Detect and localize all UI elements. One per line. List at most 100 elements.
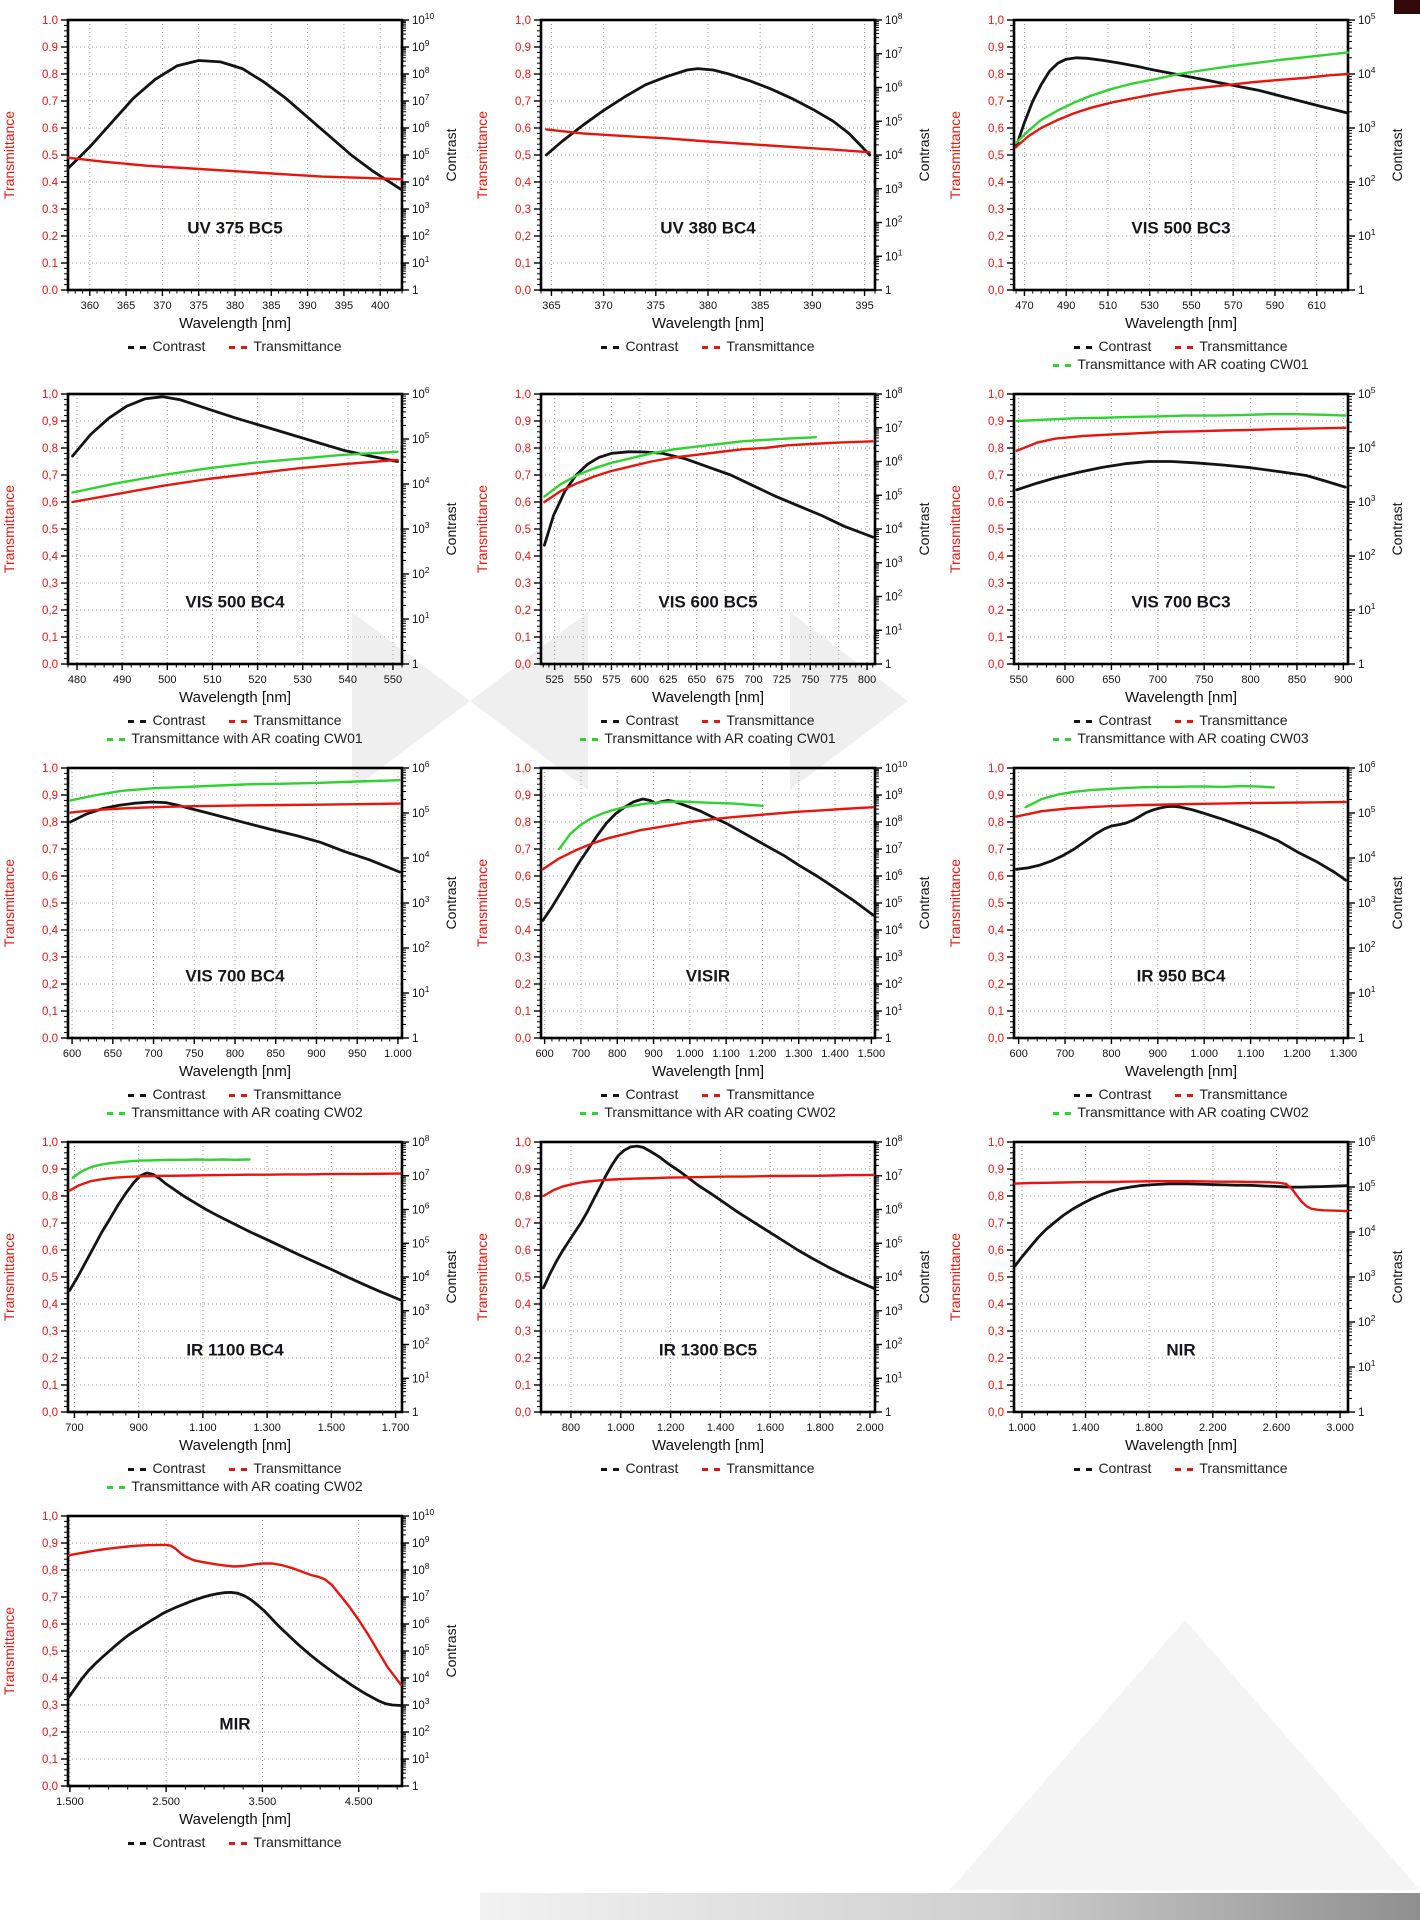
series-contrast [1015, 460, 1347, 492]
x-axis-tick-label: 590 [1266, 300, 1284, 312]
contrast-tick-label: 103 [1358, 1268, 1376, 1284]
x-axis-tick-label: 2.000 [856, 1422, 884, 1434]
legend-item-contrast: Contrast [1074, 712, 1151, 728]
legend-item-transmittance: Transmittance [229, 1834, 342, 1850]
y-axis-tick-label: 0,6 [988, 871, 1004, 883]
contrast-tick-label: 101 [885, 247, 903, 263]
legend-dash-icon [580, 737, 599, 741]
x-axis-title: Wavelength [nm] [652, 1063, 764, 1080]
chart-title: NIR [1166, 1340, 1195, 1359]
y-axis-title-right: Contrast [1389, 128, 1405, 181]
chart-title: MIR [219, 1714, 250, 1733]
plot-svg: 1,0 0,9 0,8 0,7 0,6 0,5 0,4 0,3 0,2 0,1 0,0 106 105 1… [1, 759, 459, 1060]
contrast-tick-label: 106 [412, 119, 430, 135]
y-axis-tick-label: 0,7 [42, 1592, 58, 1604]
legend-item-contrast: Contrast [128, 338, 205, 354]
x-axis-tick-label: 550 [1009, 674, 1027, 686]
y-axis-title-left: Transmittance [947, 485, 963, 573]
plot-svg: 1,0 0,9 0,8 0,7 0,6 0,5 0,4 0,3 0,2 0,1 0,0 106 105 1… [947, 759, 1405, 1060]
plot-svg: 1,0 0,9 0,8 0,7 0,6 0,5 0,4 0,3 0,2 0,1 0,0 108 107 1… [474, 1133, 932, 1434]
y-axis-title-right: Contrast [916, 1250, 932, 1303]
legend-dash-icon [601, 345, 620, 349]
y-axis-title-right: Contrast [1389, 876, 1405, 929]
chart-vis-600-bc5: 1,0 0,9 0,8 0,7 0,6 0,5 0,4 0,3 0,2 0,1 0,0 108 107 1… [473, 380, 946, 754]
y-axis-tick-label: 0,4 [42, 925, 59, 937]
y-axis-tick-label: 1,0 [515, 763, 531, 775]
legend-item-ar-coating: Transmittance with AR coating CW02 [580, 1104, 836, 1120]
x-axis-tick-label: 1.500 [858, 1048, 886, 1060]
y-axis-tick-label: 0,0 [515, 285, 531, 297]
x-axis-tick-label: 1.100 [189, 1422, 217, 1434]
chart-title: VISIR [686, 966, 730, 985]
chart-vis-500-bc3: 1,0 0,9 0,8 0,7 0,6 0,5 0,4 0,3 0,2 0,1 0,0 105 104 1… [946, 6, 1420, 380]
contrast-tick-label: 103 [885, 948, 903, 964]
chart-nir: 1,0 0,9 0,8 0,7 0,6 0,5 0,4 0,3 0,2 0,1 0,0 106 105 1… [946, 1128, 1420, 1502]
y-axis-tick-label: 0,6 [988, 123, 1004, 135]
legend-dash-icon [128, 1467, 147, 1471]
x-axis-tick-label: 900 [1149, 1048, 1167, 1060]
x-axis-tick-label: 570 [1224, 300, 1242, 312]
chart-title: VIS 500 BC4 [185, 592, 285, 611]
chart-vis-500-bc4: 1,0 0,9 0,8 0,7 0,6 0,5 0,4 0,3 0,2 0,1 0,0 106 105 1… [0, 380, 473, 754]
contrast-tick-label: 102 [1358, 1313, 1376, 1329]
y-axis-tick-label: 0,0 [42, 659, 58, 671]
series-contrast [69, 800, 402, 874]
y-axis-tick-label: 0,3 [42, 952, 58, 964]
contrast-tick-label: 107 [885, 1167, 903, 1183]
series-contrast [1014, 804, 1348, 882]
contrast-tick-label: 102 [885, 214, 903, 230]
series-ar [71, 1158, 251, 1179]
legend-item-contrast: Contrast [128, 1460, 205, 1476]
x-axis-tick-label: 700 [144, 1048, 162, 1060]
series-transmittance [1015, 800, 1347, 818]
x-axis-tick-label: 380 [699, 300, 717, 312]
y-axis-tick-label: 0,8 [42, 443, 58, 455]
contrast-tick-label: 104 [885, 921, 903, 937]
y-axis-tick-label: 0,8 [42, 1191, 58, 1203]
contrast-tick-label: 103 [1358, 894, 1376, 910]
x-axis-tick-label: 550 [384, 674, 402, 686]
y-axis-tick-label: 0,3 [515, 578, 531, 590]
y-axis-title-left: Transmittance [474, 485, 490, 573]
y-axis-tick-label: 0,1 [42, 632, 58, 644]
y-axis-tick-label: 0,5 [515, 150, 531, 162]
y-axis-tick-label: 0,1 [515, 1380, 531, 1392]
contrast-tick-label: 105 [412, 430, 430, 446]
y-axis-title-left: Transmittance [474, 111, 490, 199]
y-axis-tick-label: 0,1 [988, 632, 1004, 644]
legend-item-contrast: Contrast [128, 1086, 205, 1102]
y-axis-tick-label: 0,0 [515, 659, 531, 671]
y-axis-tick-label: 0,1 [515, 1006, 531, 1018]
legend-dash-icon [1053, 1111, 1072, 1115]
plot-svg: 1,0 0,9 0,8 0,7 0,6 0,5 0,4 0,3 0,2 0,1 0,0 1010 109… [1, 1507, 459, 1808]
legend-item-transmittance: Transmittance [1175, 1460, 1288, 1476]
x-axis-tick-label: 600 [63, 1048, 81, 1060]
legend-dash-icon [1074, 345, 1093, 349]
x-axis-title: Wavelength [nm] [179, 1437, 291, 1454]
y-axis-tick-label: 0,3 [515, 204, 531, 216]
x-axis-tick-label: 800 [562, 1422, 580, 1434]
x-axis-tick-label: 800 [226, 1048, 244, 1060]
legend-dash-icon [1175, 1093, 1194, 1097]
chart-mir: 1,0 0,9 0,8 0,7 0,6 0,5 0,4 0,3 0,2 0,1 0,0 1010 109… [0, 1502, 473, 1876]
legend: Contrast Transmittance [0, 338, 470, 354]
y-axis-tick-label: 0.8 [42, 69, 58, 81]
contrast-tick-label: 104 [412, 475, 430, 491]
y-axis-tick-label: 0,7 [988, 470, 1004, 482]
contrast-tick-label: 108 [885, 813, 903, 829]
chart-uv-375-bc5: 1.0 0.9 0.8 0.7 0.6 0.5 0.4 0.3 0.2 0.1 0.0 1010 109… [0, 6, 473, 380]
y-axis-tick-label: 0,5 [988, 1272, 1004, 1284]
x-axis-tick-label: 650 [104, 1048, 122, 1060]
legend: Contrast Transmittance [473, 1460, 943, 1476]
y-axis-tick-label: 0,7 [42, 844, 58, 856]
x-axis-tick-label: 1.800 [806, 1422, 834, 1434]
x-axis-tick-label: 395 [855, 300, 873, 312]
series-ar [543, 436, 818, 498]
y-axis-tick-label: 0,0 [988, 285, 1004, 297]
contrast-tick-label: 106 [885, 1201, 903, 1217]
x-axis-tick-label: 490 [1057, 300, 1075, 312]
y-axis-tick-label: 0,9 [988, 790, 1004, 802]
legend-dash-icon [1074, 719, 1093, 723]
x-axis-tick-label: 1.000 [607, 1422, 635, 1434]
x-axis-tick-label: 2.600 [1263, 1422, 1291, 1434]
